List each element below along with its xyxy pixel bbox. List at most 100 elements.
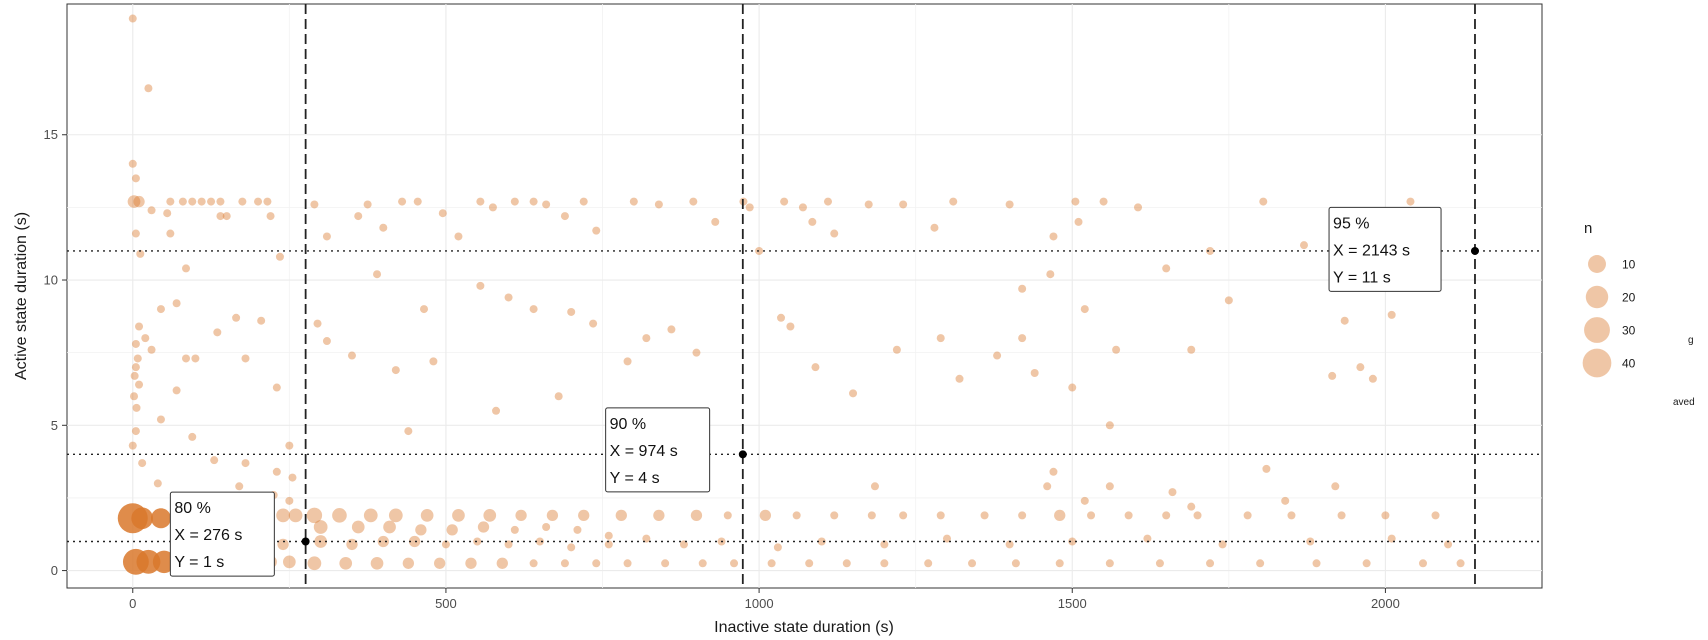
data-point xyxy=(1068,537,1077,546)
data-point xyxy=(131,427,140,436)
data-point xyxy=(1124,511,1133,520)
data-point xyxy=(1456,559,1465,568)
data-point xyxy=(1005,540,1014,549)
data-point xyxy=(653,509,665,522)
legend-label: 10 xyxy=(1622,258,1636,272)
data-point xyxy=(1256,559,1265,568)
data-point xyxy=(420,305,429,314)
data-point xyxy=(373,270,382,279)
annotation-box xyxy=(169,491,275,577)
data-point xyxy=(817,537,826,546)
data-point xyxy=(1054,509,1066,522)
data-point xyxy=(241,459,250,468)
legend-key xyxy=(1585,285,1609,309)
data-point xyxy=(1340,316,1349,325)
data-point xyxy=(408,535,421,548)
data-point xyxy=(166,197,175,206)
data-point xyxy=(339,556,353,570)
y-tick-label: 15 xyxy=(44,127,58,142)
data-point xyxy=(153,479,162,488)
data-point xyxy=(135,322,144,331)
data-point xyxy=(870,482,879,491)
data-point xyxy=(133,354,142,363)
data-point xyxy=(1134,203,1143,212)
data-point xyxy=(689,197,698,206)
data-point xyxy=(892,345,901,354)
data-point xyxy=(1068,383,1077,392)
data-point xyxy=(623,357,632,366)
data-point xyxy=(510,525,519,534)
data-point xyxy=(379,223,388,232)
x-tick-label: 500 xyxy=(435,596,457,611)
y-tick-label: 0 xyxy=(51,563,58,578)
data-point xyxy=(133,195,145,208)
annotation-line: Y = 4 s xyxy=(610,470,660,487)
data-point xyxy=(567,543,576,552)
data-point xyxy=(313,520,328,534)
data-point xyxy=(130,392,139,401)
data-point xyxy=(777,313,786,322)
data-point xyxy=(830,511,839,520)
data-point xyxy=(492,406,501,415)
data-point xyxy=(257,316,266,325)
data-point xyxy=(370,556,384,570)
data-point xyxy=(899,511,908,520)
data-point xyxy=(402,557,415,569)
data-point xyxy=(830,229,839,238)
data-point xyxy=(127,195,141,208)
data-point xyxy=(535,537,544,546)
data-point xyxy=(131,363,140,372)
data-point xyxy=(263,197,272,206)
annotation-line: Y = 11 s xyxy=(1333,269,1391,286)
data-point xyxy=(1049,467,1058,476)
data-point xyxy=(1444,540,1453,549)
data-point xyxy=(452,509,465,522)
data-point xyxy=(667,325,676,334)
data-point xyxy=(1224,296,1233,305)
data-point xyxy=(880,540,889,549)
data-point xyxy=(488,203,497,212)
data-point xyxy=(1043,482,1052,491)
data-point xyxy=(811,363,820,372)
data-point xyxy=(773,543,782,552)
data-point xyxy=(1112,345,1121,354)
annotation-line: X = 974 s xyxy=(610,443,678,460)
annotation-line: X = 2143 s xyxy=(1333,242,1410,259)
data-point xyxy=(383,520,396,534)
annotation-line: 90 % xyxy=(610,416,646,433)
data-point xyxy=(1162,511,1171,520)
data-point xyxy=(363,508,378,523)
data-point xyxy=(310,200,319,209)
data-point xyxy=(391,366,400,375)
data-point xyxy=(867,511,876,520)
data-point xyxy=(1105,559,1114,568)
data-point xyxy=(529,559,538,568)
data-point xyxy=(285,441,294,450)
data-point xyxy=(288,473,297,482)
data-point xyxy=(1046,270,1055,279)
data-point xyxy=(1074,217,1083,226)
data-point xyxy=(254,197,263,206)
data-point xyxy=(213,328,222,337)
data-point xyxy=(131,174,140,183)
data-point xyxy=(454,232,463,241)
data-point xyxy=(542,200,551,209)
annotation-line: 95 % xyxy=(1333,215,1369,232)
percentile-point xyxy=(301,537,310,546)
data-point xyxy=(191,354,200,363)
data-point xyxy=(1406,197,1415,206)
data-point xyxy=(210,456,219,465)
data-point xyxy=(131,339,140,348)
data-point xyxy=(182,264,191,273)
data-point xyxy=(1431,511,1440,520)
data-point xyxy=(1193,511,1202,520)
data-point xyxy=(1356,363,1365,372)
grid-lines xyxy=(67,4,1542,588)
data-point xyxy=(476,281,485,290)
data-point xyxy=(222,212,231,221)
data-point xyxy=(322,232,331,241)
legend-label: 20 xyxy=(1622,291,1636,305)
data-point xyxy=(441,540,450,549)
data-point xyxy=(560,559,569,568)
data-point xyxy=(1187,345,1196,354)
